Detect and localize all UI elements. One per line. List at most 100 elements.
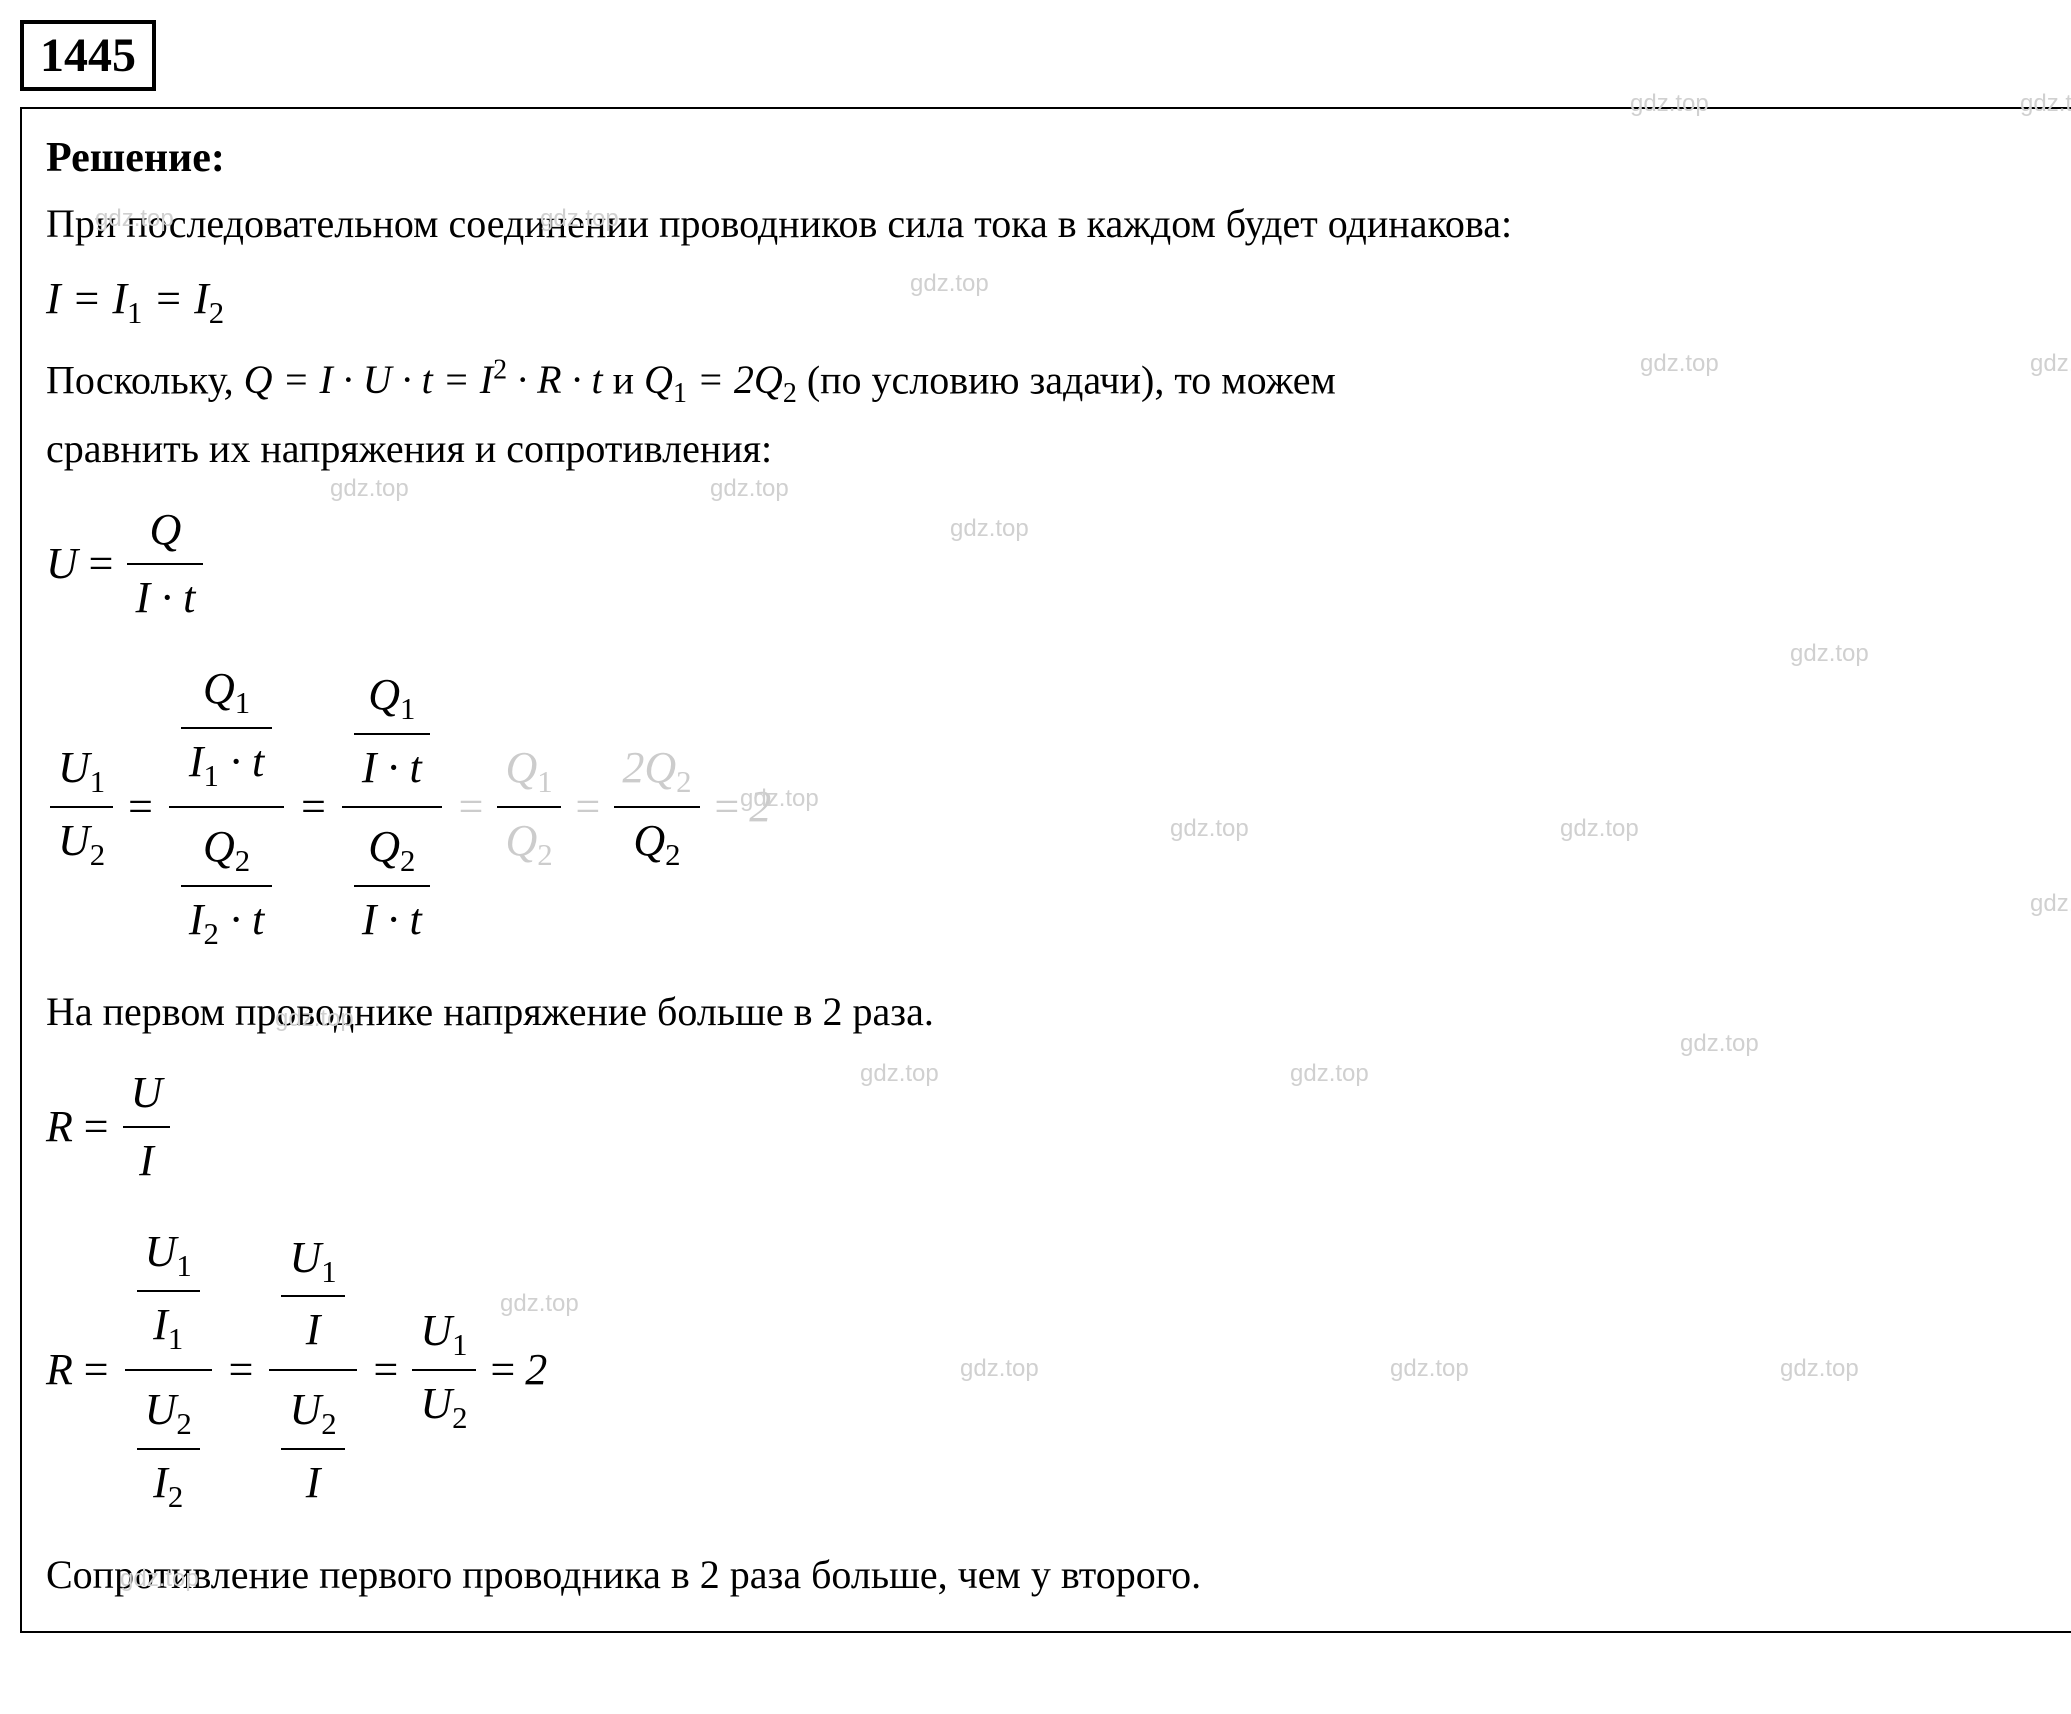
text-line-1: При последовательном соединении проводни… — [46, 196, 2065, 252]
var-I: I — [46, 274, 61, 323]
formula-q1-2q2: Q1 = 2Q2 — [644, 357, 807, 402]
var-R: R — [46, 1339, 73, 1401]
u: U — [58, 816, 90, 865]
n: Q2 — [181, 814, 272, 887]
eq-2q: = 2Q — [687, 357, 783, 402]
sub: 1 — [537, 765, 552, 799]
var-R: R — [46, 1096, 73, 1158]
q: Q — [633, 816, 665, 865]
eq-sign: = — [142, 274, 194, 323]
var-U: U — [46, 533, 78, 595]
eq-sign-faded: = — [573, 776, 603, 838]
num: U1 I1 — [125, 1213, 212, 1371]
fraction-compound-r1: U1 I1 U2 I2 — [125, 1213, 212, 1527]
sub: 2 — [400, 844, 415, 878]
u: U — [145, 1385, 177, 1434]
n: U2 — [281, 1377, 344, 1450]
num-u: U — [123, 1060, 171, 1128]
q-iut: Q = I · U · t = I — [244, 357, 494, 402]
u: U — [289, 1385, 321, 1434]
d: Q2 — [497, 808, 560, 879]
fraction-u-i: U I — [123, 1060, 171, 1193]
inner-frac: Q2 I · t — [354, 814, 430, 953]
d: I2 — [137, 1450, 200, 1521]
sub: 2 — [168, 1480, 183, 1514]
den: Q2 I2 · t — [169, 808, 284, 964]
n: U1 — [281, 1225, 344, 1298]
eq-sign: = — [81, 1096, 111, 1158]
equation-u-q-it: U = Q I · t — [46, 497, 2065, 630]
formula-q-iut: Q = I · U · t = I2 · R · t — [244, 357, 613, 402]
n: U1 — [137, 1219, 200, 1292]
sub: 1 — [168, 1322, 183, 1356]
d: I · t — [354, 887, 430, 953]
equation-r-u-i: R = U I — [46, 1060, 2065, 1193]
den: Q2 I · t — [342, 808, 442, 959]
inner-frac: U2 I2 — [137, 1377, 200, 1521]
q: Q — [505, 743, 537, 792]
result-2: 2 — [749, 776, 771, 838]
line2-cond: (по условию задачи), то можем — [807, 357, 1336, 402]
eq-sign: = — [226, 1339, 256, 1401]
q: Q — [203, 664, 235, 713]
d: I1 · t — [181, 729, 272, 800]
sub: 1 — [204, 759, 219, 793]
eq-sign: = — [371, 1339, 401, 1401]
i: I — [189, 737, 204, 786]
sub: 1 — [452, 1328, 467, 1362]
d: I1 — [137, 1292, 200, 1363]
u: U — [58, 743, 90, 792]
d: I — [281, 1297, 344, 1363]
sub: 2 — [537, 838, 552, 872]
problem-number: 1445 — [40, 29, 136, 82]
n: Q1 — [354, 662, 430, 735]
text-line-2: Поскольку, Q = I · U · t = I2 · R · t и … — [46, 351, 2065, 414]
solution-box: Решение: При последовательном соединении… — [20, 107, 2071, 1633]
num: Q1 I · t — [342, 656, 442, 809]
eq-sign: = — [81, 1339, 111, 1401]
inner-frac: U2 I — [281, 1377, 344, 1516]
sub: 2 — [235, 844, 250, 878]
den-u2: U2 — [50, 808, 113, 879]
page-container: 1445 Решение: При последовательном соеди… — [20, 20, 2071, 1694]
num-q: Q — [127, 497, 203, 565]
var-I1: I — [112, 274, 127, 323]
fraction-2q2-q2: 2Q2 Q2 — [614, 735, 699, 879]
equation-u1-u2-ratio: U1 U2 = Q1 I1 · t Q2 I2 · t = — [46, 650, 2065, 964]
eq-sign: = — [61, 274, 113, 323]
equation-r-ratio: R = U1 I1 U2 I2 = — [46, 1213, 2065, 1527]
line2-pre: Поскольку, — [46, 357, 244, 402]
q-rt: · R · t — [507, 357, 603, 402]
den: U2 I2 — [125, 1371, 212, 1527]
u: U — [420, 1306, 452, 1355]
fraction-u1-u2-simple: U1 U2 — [412, 1298, 475, 1442]
u: U — [289, 1233, 321, 1282]
result-2: 2 — [525, 1339, 547, 1401]
num-u1: U1 — [50, 735, 113, 808]
fraction-q-it: Q I · t — [127, 497, 203, 630]
den-i: I — [123, 1128, 171, 1194]
n: U2 — [137, 1377, 200, 1450]
equation-currents-equal: I = I1 = I2 — [46, 268, 2065, 335]
t: · t — [219, 895, 264, 944]
den: U2 I — [269, 1371, 356, 1522]
q: Q — [368, 822, 400, 871]
i: I — [189, 895, 204, 944]
u: U — [145, 1227, 177, 1276]
line2-and: и — [613, 357, 644, 402]
sub: 2 — [665, 838, 680, 872]
inner-frac: Q1 I · t — [354, 662, 430, 801]
i: I — [153, 1458, 168, 1507]
sub-2: 2 — [209, 296, 224, 330]
n: Q2 — [354, 814, 430, 887]
t: · t — [219, 737, 264, 786]
var-I2: I — [194, 274, 209, 323]
fraction-compound-r2: U1 I U2 I — [269, 1219, 356, 1522]
sub: 2 — [452, 1401, 467, 1435]
u: U — [420, 1379, 452, 1428]
fraction-compound-1: Q1 I1 · t Q2 I2 · t — [169, 650, 284, 964]
inner-frac: Q2 I2 · t — [181, 814, 272, 958]
sub: 1 — [235, 686, 250, 720]
sup-2: 2 — [493, 355, 507, 386]
eq-sign: = — [298, 776, 328, 838]
